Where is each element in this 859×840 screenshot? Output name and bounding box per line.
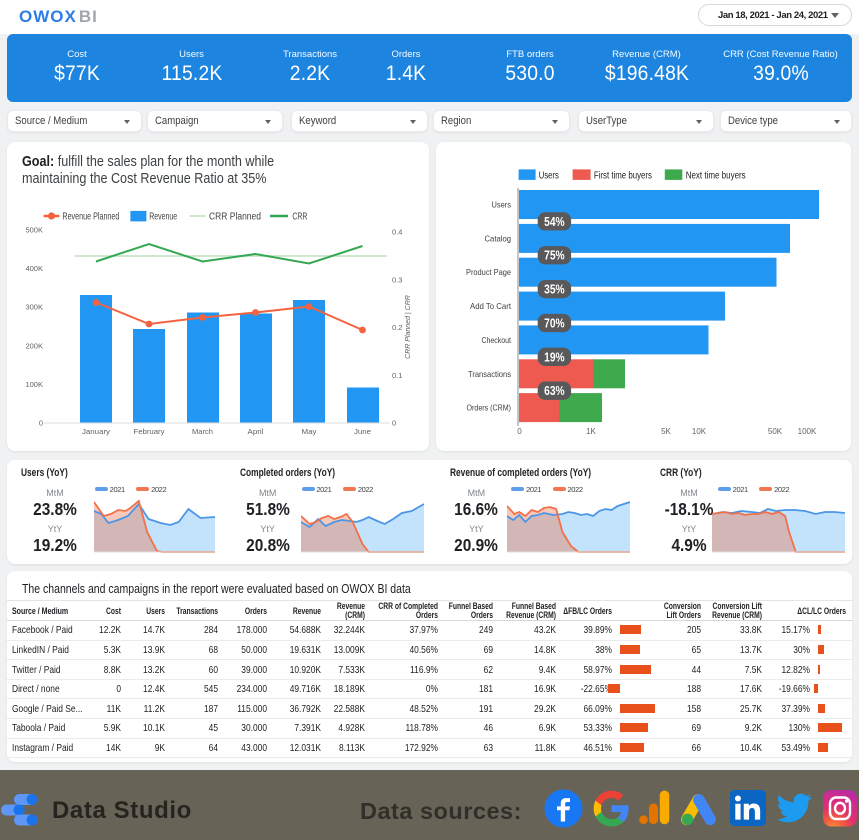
svg-text:April: April [248,427,264,436]
svg-text:0.2: 0.2 [392,323,402,332]
svg-text:CRR Planned | CRR: CRR Planned | CRR [405,295,412,359]
svg-text:5K: 5K [661,427,671,436]
svg-text:Revenue Planned: Revenue Planned [62,212,119,223]
svg-text:300K: 300K [25,303,43,312]
svg-text:February: February [134,427,165,436]
svg-text:70%: 70% [544,316,565,330]
svg-text:75%: 75% [544,249,565,263]
svg-text:Product Page: Product Page [466,267,511,277]
svg-text:Add To Cart: Add To Cart [470,301,512,311]
svg-text:Revenue: Revenue [149,212,177,223]
svg-text:50K: 50K [768,427,783,436]
svg-text:Users: Users [539,171,559,182]
svg-text:First time buyers: First time buyers [594,171,652,182]
svg-text:CRR Planned: CRR Planned [209,212,261,223]
svg-text:Transactions: Transactions [468,369,511,379]
svg-text:35%: 35% [544,283,565,297]
svg-text:0: 0 [517,427,522,436]
svg-text:Catalog: Catalog [485,233,512,243]
svg-text:0.1: 0.1 [392,371,402,380]
svg-text:March: March [192,427,213,436]
svg-text:63%: 63% [544,384,565,398]
svg-text:January: January [82,427,110,436]
svg-text:Checkout: Checkout [482,335,512,345]
svg-text:10K: 10K [692,427,707,436]
svg-text:54%: 54% [544,215,565,229]
svg-text:100K: 100K [798,427,817,436]
svg-text:June: June [354,427,371,436]
svg-text:19%: 19% [544,350,565,364]
svg-text:0: 0 [39,419,43,428]
svg-text:Next time buyers: Next time buyers [686,171,746,182]
svg-text:CRR: CRR [292,212,307,223]
svg-text:0.3: 0.3 [392,275,402,284]
svg-text:1K: 1K [586,427,596,436]
svg-text:0: 0 [392,419,396,428]
svg-text:500K: 500K [25,226,43,235]
svg-text:400K: 400K [25,264,43,273]
svg-text:200K: 200K [25,341,43,350]
svg-text:Users: Users [492,200,512,210]
svg-text:0.4: 0.4 [392,228,402,237]
svg-text:May: May [302,427,317,436]
svg-text:Orders (CRM): Orders (CRM) [467,403,512,413]
svg-text:100K: 100K [25,380,43,389]
